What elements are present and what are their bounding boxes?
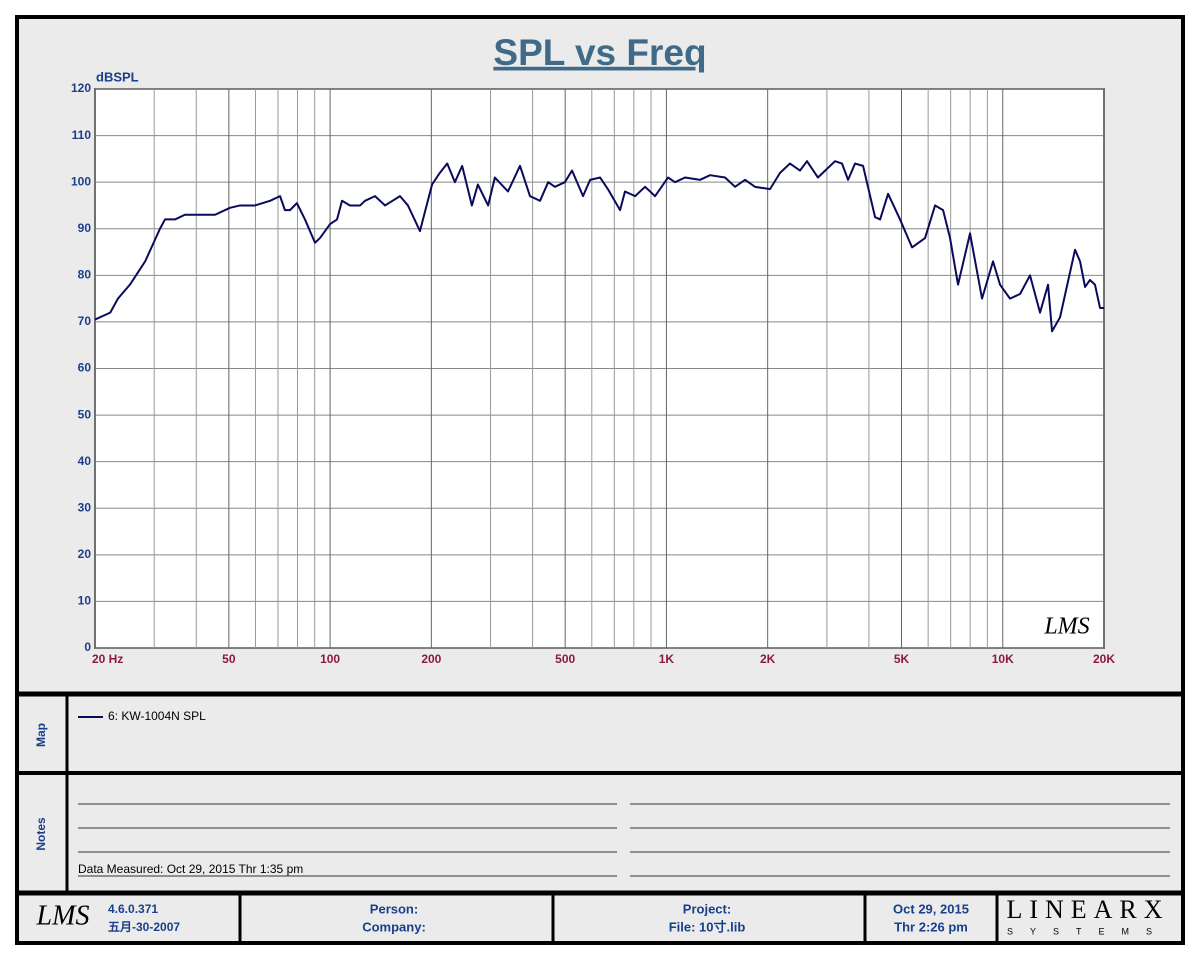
y-tick-label: 90 — [78, 221, 92, 235]
y-tick-label: 100 — [71, 174, 91, 188]
y-axis-label: dBSPL — [96, 69, 139, 84]
footer-time: Thr 2:26 pm — [894, 919, 968, 934]
y-tick-label: 10 — [78, 594, 92, 608]
x-tick-label: 1K — [659, 652, 675, 666]
x-tick-label: 500 — [555, 652, 575, 666]
footer-date: Oct 29, 2015 — [893, 901, 969, 916]
y-tick-label: 80 — [78, 268, 92, 282]
x-tick-label: 10K — [992, 652, 1014, 666]
panel-label: Map — [34, 723, 48, 747]
notes-text: Data Measured: Oct 29, 2015 Thr 1:35 pm — [78, 862, 303, 876]
y-tick-label: 50 — [78, 407, 92, 421]
x-tick-label: 50 — [222, 652, 236, 666]
x-tick-label: 200 — [421, 652, 441, 666]
note-lines — [78, 803, 1170, 877]
footer-company: Company: — [362, 919, 426, 934]
footer-build-date: 五月-30-2007 — [108, 920, 180, 934]
y-tick-label: 70 — [78, 314, 92, 328]
footer-version: 4.6.0.371 — [108, 902, 158, 916]
y-tick-label: 120 — [71, 81, 91, 95]
y-tick-label: 40 — [78, 454, 92, 468]
x-tick-label: 5K — [894, 652, 910, 666]
footer-project: Project: — [683, 901, 731, 916]
footer-file: File: 10寸.lib — [669, 919, 746, 934]
x-tick-label: 20 Hz — [92, 652, 123, 666]
footer-dividers — [238, 893, 999, 943]
chart-title: SPL vs Freq — [493, 32, 706, 73]
footer-person: Person: — [370, 901, 418, 916]
footer-brand: LINEARX — [1006, 895, 1169, 924]
series-line — [94, 160, 1104, 333]
panel-label: Notes — [34, 817, 48, 851]
footer-brand-sub: SYSTEMS — [1007, 926, 1169, 936]
x-tick-label: 2K — [760, 652, 776, 666]
y-tick-label: 60 — [78, 361, 92, 375]
x-tick-label: 100 — [320, 652, 340, 666]
legend-label: 6: KW-1004N SPL — [108, 709, 206, 723]
x-tick-label: 20K — [1093, 652, 1115, 666]
watermark: LMS — [1043, 614, 1089, 640]
y-tick-label: 30 — [78, 500, 92, 514]
y-tick-label: 20 — [78, 547, 92, 561]
footer-logo: LMS — [36, 900, 90, 931]
y-tick-label: 0 — [84, 640, 91, 654]
y-tick-label: 110 — [72, 128, 92, 142]
